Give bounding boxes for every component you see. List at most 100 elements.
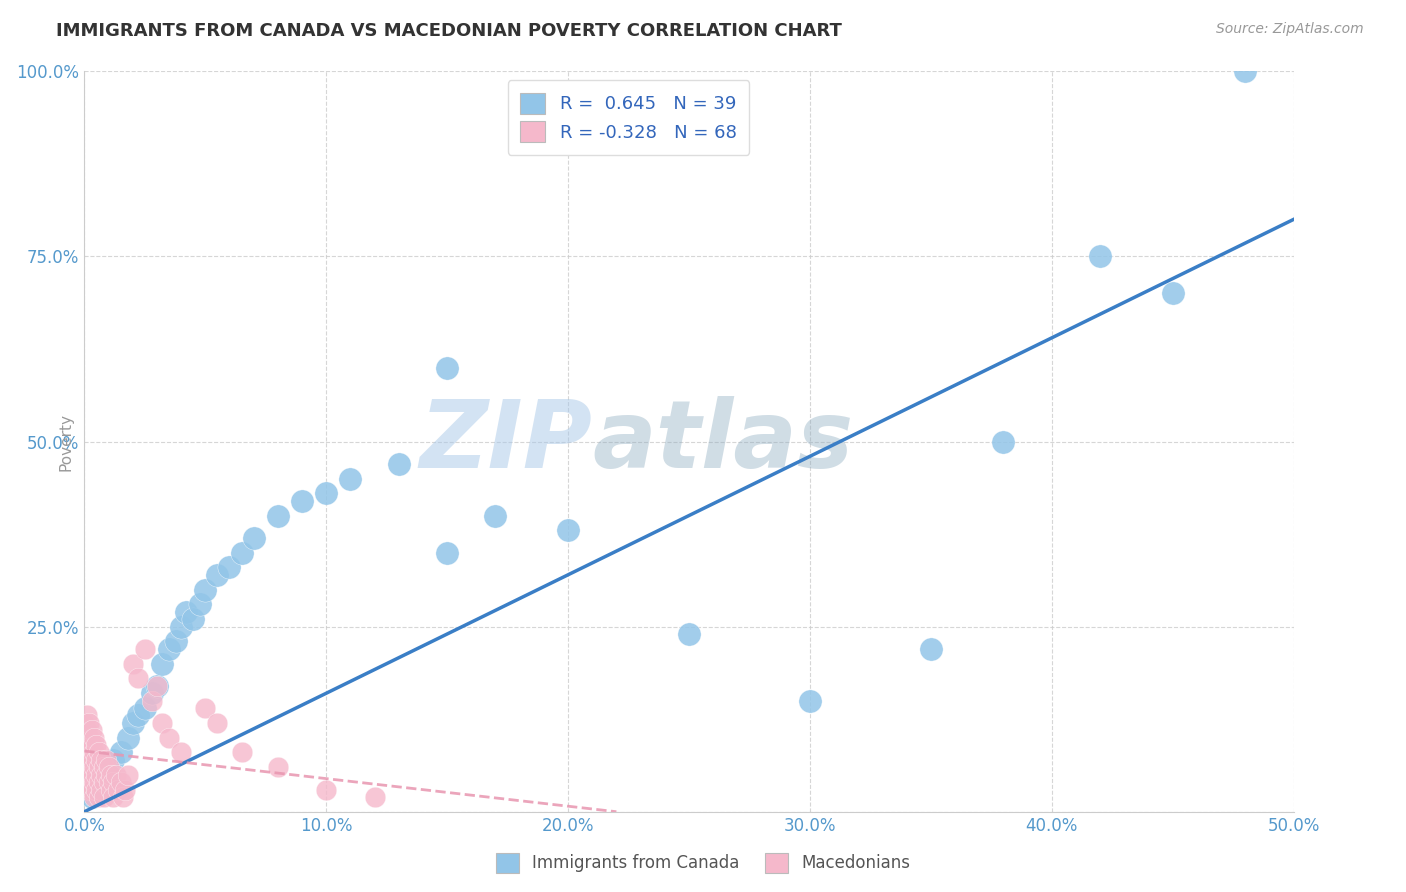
Point (112, 789, 135, 804)
Point (242, 531, 264, 545)
Point (87, 789, 110, 804)
Point (121, 715, 143, 730)
Point (97, 775, 120, 789)
Point (174, 605, 197, 619)
Point (73, 767, 96, 781)
Point (83, 789, 105, 804)
Point (80, 789, 103, 804)
Point (97, 760, 120, 774)
Point (1234, 64, 1257, 78)
Point (104, 767, 127, 781)
Point (93, 789, 115, 804)
Point (86, 753, 108, 767)
Point (93, 782, 115, 797)
Point (80, 723, 103, 738)
Point (484, 508, 506, 523)
Point (76, 775, 98, 789)
Point (799, 694, 821, 708)
Point (194, 582, 217, 597)
Y-axis label: Poverty: Poverty (58, 412, 73, 471)
Point (315, 486, 337, 500)
Point (190, 598, 212, 612)
Point (77, 775, 100, 789)
Point (87, 760, 110, 774)
Point (80, 738, 103, 752)
Point (103, 753, 125, 767)
Point (100, 767, 122, 781)
Point (76, 723, 98, 738)
Point (339, 471, 361, 485)
Point (141, 694, 163, 708)
Point (121, 657, 143, 671)
Point (110, 746, 132, 760)
Point (920, 641, 942, 656)
Point (267, 508, 290, 523)
Point (231, 746, 253, 760)
Point (87, 746, 110, 760)
Point (146, 679, 169, 693)
Point (134, 641, 156, 656)
Point (315, 782, 337, 797)
Point (388, 457, 411, 471)
Point (141, 686, 163, 700)
Point (117, 767, 139, 781)
Point (83, 760, 105, 774)
Point (678, 627, 700, 641)
Point (93, 775, 115, 789)
Point (77, 760, 100, 774)
Point (83, 775, 105, 789)
Point (87, 775, 110, 789)
Point (150, 715, 173, 730)
Point (90, 767, 112, 781)
Point (90, 753, 112, 767)
Point (76, 738, 98, 752)
Point (86, 738, 108, 752)
Text: atlas: atlas (592, 395, 853, 488)
Point (103, 789, 125, 804)
Point (127, 708, 149, 723)
Point (218, 560, 240, 574)
Point (165, 634, 187, 648)
Point (94, 753, 117, 767)
Point (194, 701, 217, 715)
Point (80, 782, 103, 797)
Point (76, 760, 98, 774)
Point (207, 567, 229, 582)
Point (73, 746, 96, 760)
Text: IMMIGRANTS FROM CANADA VS MACEDONIAN POVERTY CORRELATION CHART: IMMIGRANTS FROM CANADA VS MACEDONIAN POV… (56, 22, 842, 40)
Point (90, 782, 112, 797)
Point (97, 767, 120, 781)
Point (291, 493, 314, 508)
Point (77, 782, 100, 797)
Point (157, 641, 180, 656)
Point (80, 753, 103, 767)
Point (83, 746, 105, 760)
Text: ZIP: ZIP (419, 395, 592, 488)
Point (80, 767, 103, 781)
Point (134, 701, 156, 715)
Point (110, 775, 132, 789)
Point (76, 753, 98, 767)
Point (150, 657, 173, 671)
Point (170, 619, 193, 633)
Point (170, 746, 193, 760)
Point (231, 546, 253, 560)
Point (86, 782, 108, 797)
Legend: R =  0.645   N = 39, R = -0.328   N = 68: R = 0.645 N = 39, R = -0.328 N = 68 (508, 80, 749, 154)
Point (993, 434, 1015, 449)
Point (86, 767, 108, 781)
Point (127, 672, 149, 686)
Point (436, 360, 458, 375)
Point (363, 789, 385, 804)
Point (1161, 286, 1184, 301)
Point (93, 760, 115, 774)
Point (107, 782, 129, 797)
Point (207, 715, 229, 730)
Point (100, 782, 122, 797)
Point (157, 731, 180, 745)
Point (73, 715, 96, 730)
Text: Source: ZipAtlas.com: Source: ZipAtlas.com (1216, 22, 1364, 37)
Legend: Immigrants from Canada, Macedonians: Immigrants from Canada, Macedonians (489, 847, 917, 880)
Point (103, 775, 125, 789)
Point (94, 767, 117, 781)
